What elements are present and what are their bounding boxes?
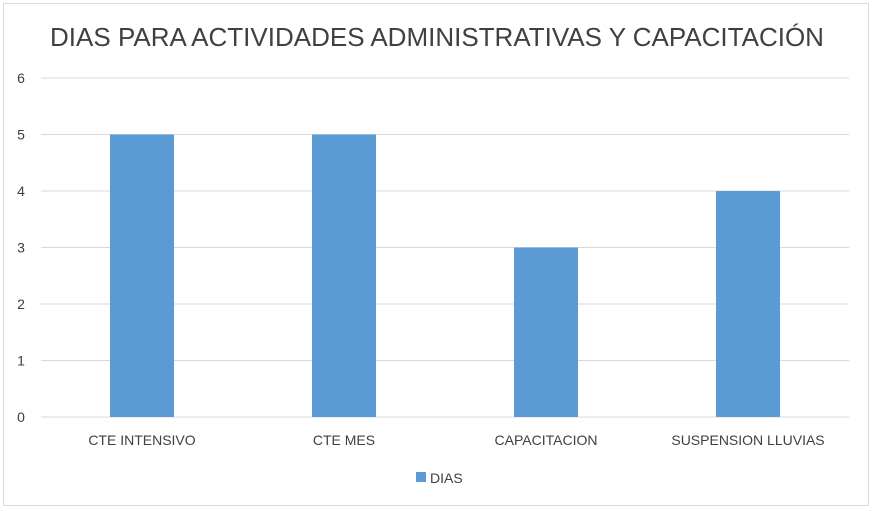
bar-capacitacion (514, 247, 578, 417)
y-tick-label-3: 3 (17, 240, 25, 256)
x-category-label-suspension-lluvias: SUSPENSION LLUVIAS (671, 432, 824, 448)
bar-suspension-lluvias (716, 191, 780, 417)
y-tick-label-6: 6 (17, 70, 25, 86)
x-category-label-capacitacion: CAPACITACION (495, 432, 598, 448)
y-tick-label-5: 5 (17, 127, 25, 143)
x-axis-categories: CTE INTENSIVO CTE MES CAPACITACION SUSPENSI… (88, 432, 824, 448)
y-tick-label-2: 2 (17, 296, 25, 312)
gridlines (41, 77, 849, 418)
bars (110, 134, 780, 417)
chart-title: DIAS PARA ACTIVIDADES ADMINISTRATIVAS Y … (50, 22, 824, 52)
bar-cte-intensivo (110, 134, 174, 417)
y-tick-label-1: 1 (17, 353, 25, 369)
x-category-label-cte-intensivo: CTE INTENSIVO (88, 432, 195, 448)
y-tick-label-0: 0 (17, 409, 25, 425)
x-category-label-cte-mes: CTE MES (313, 432, 375, 448)
y-tick-label-4: 4 (17, 183, 25, 199)
legend: DIAS (416, 470, 463, 486)
y-axis-ticks: 0 1 2 3 4 5 6 (17, 70, 25, 425)
legend-label-dias: DIAS (430, 470, 463, 486)
legend-swatch-dias (416, 472, 426, 482)
bar-cte-mes (312, 134, 376, 417)
